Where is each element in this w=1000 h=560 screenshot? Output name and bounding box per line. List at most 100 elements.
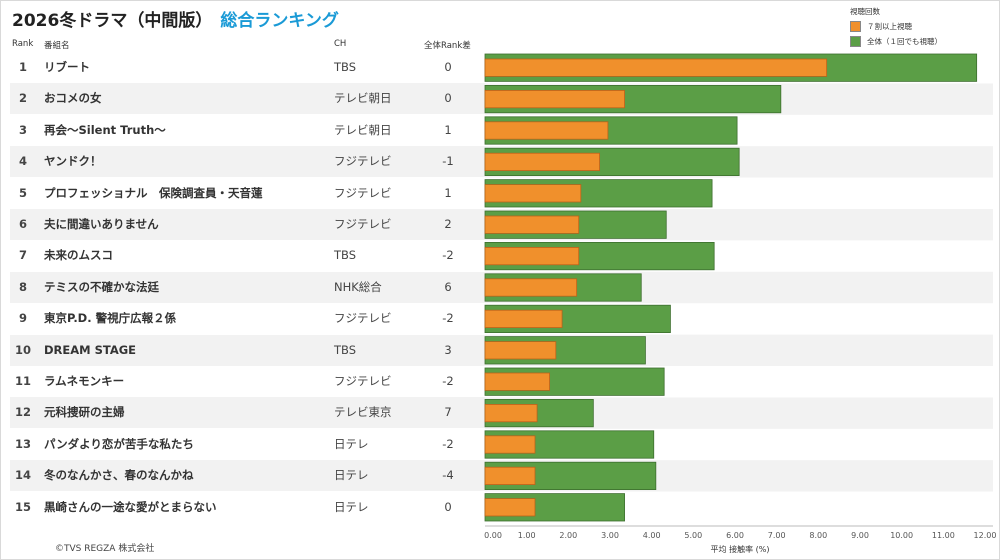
header-diff: 全体Rank差 — [424, 41, 471, 51]
legend-label-orange: ７割以上視聴 — [867, 22, 912, 31]
channel-cell: フジテレビ — [334, 217, 392, 231]
diff-cell: 0 — [444, 499, 452, 514]
page-title: 2026冬ドラマ（中間版） 総合ランキング — [12, 6, 339, 31]
channel-cell: 日テレ — [334, 436, 369, 451]
table-row: 12 元科捜研の主婦 テレビ東京 7 — [10, 397, 485, 429]
title-cell: ヤンドク！ — [44, 154, 102, 169]
rank-cell: 12 — [14, 405, 31, 420]
bar-70pct — [484, 403, 538, 423]
table-row: 7 未来のムスコ TBS -2 — [10, 240, 485, 271]
channel-cell: TBS — [334, 248, 357, 263]
x-tick-label: 8.00 — [809, 531, 827, 540]
diff-cell: 1 — [444, 185, 452, 200]
table-row: 11 ラムネモンキー フジテレビ -2 — [10, 366, 485, 397]
rank-cell: 11 — [14, 374, 31, 388]
rank-cell: 8 — [18, 279, 27, 294]
bar-70pct — [484, 498, 536, 517]
title-cell: プロフェッショナル 保険調査員・天音蓮 — [44, 185, 263, 200]
rank-cell: 5 — [18, 185, 27, 200]
x-tick-label: 10.00 — [890, 531, 913, 540]
channel-cell: フジテレビ — [334, 185, 392, 200]
table-row: 5 プロフェッショナル 保険調査員・天音蓮 フジテレビ 1 — [10, 178, 485, 209]
channel-cell: フジテレビ — [334, 311, 392, 326]
rank-cell: 3 — [18, 122, 27, 137]
x-tick-label: 5.00 — [684, 531, 702, 540]
x-tick-label: 2.00 — [559, 531, 577, 540]
x-axis-label: 平均 接触率 (%) — [711, 544, 770, 554]
legend: 視聴回数 ７割以上視聴 全体（１回でも視聴） — [850, 6, 942, 47]
title-cell: DREAM STAGE — [44, 342, 137, 357]
rank-cell: 1 — [18, 60, 27, 74]
bar-70pct — [484, 121, 609, 140]
diff-cell: 2 — [444, 217, 452, 231]
bar-70pct — [484, 372, 550, 391]
rank-cell: 15 — [14, 499, 31, 514]
bar-70pct — [484, 184, 582, 203]
legend-item-green: 全体（１回でも視聴） — [850, 36, 942, 47]
title-cell: テミスの不確かな法廷 — [44, 279, 159, 294]
x-tick-label: 3.00 — [601, 531, 619, 540]
channel-cell: フジテレビ — [334, 374, 392, 388]
bar-70pct — [484, 215, 580, 234]
title-cell: 再会～Silent Truth～ — [44, 122, 166, 137]
table-row: 2 おコメの女 テレビ朝日 0 — [10, 83, 485, 115]
diff-cell: -2 — [442, 311, 454, 326]
bar-70pct — [484, 466, 536, 486]
bar-70pct — [484, 90, 625, 109]
table-row: 4 ヤンドク！ フジテレビ -1 — [10, 146, 485, 178]
channel-cell: 日テレ — [334, 499, 369, 514]
rank-cell: 14 — [14, 468, 31, 483]
table-row: 3 再会～Silent Truth～ テレビ朝日 1 — [10, 115, 485, 146]
rank-cell: 9 — [18, 311, 27, 326]
x-tick-label: 6.00 — [726, 531, 744, 540]
legend-title: 視聴回数 — [850, 7, 880, 16]
channel-cell: テレビ東京 — [334, 405, 392, 420]
title-cell: おコメの女 — [44, 91, 102, 106]
diff-cell: 0 — [444, 60, 452, 74]
title-cell: 黒崎さんの一途な愛がとまらない — [44, 499, 217, 514]
header-channel: CH — [334, 39, 347, 49]
legend-swatch-green — [850, 36, 861, 47]
header-title: 番組名 — [44, 41, 70, 51]
table-row: 10 DREAM STAGE TBS 3 — [10, 334, 485, 366]
channel-cell: テレビ朝日 — [334, 122, 392, 137]
bar-70pct — [484, 246, 580, 266]
title-cell: 元科捜研の主婦 — [44, 405, 125, 420]
x-tick-label: 9.00 — [851, 531, 869, 540]
diff-cell: -2 — [442, 436, 454, 451]
title-cell: 冬のなんかさ、春のなんかね — [44, 468, 194, 483]
diff-cell: -2 — [442, 248, 454, 263]
legend-item-orange: ７割以上視聴 — [850, 21, 942, 32]
title-cell: ラムネモンキー — [44, 374, 125, 388]
rank-cell: 7 — [18, 248, 27, 263]
channel-cell: 日テレ — [334, 468, 369, 483]
legend-label-green: 全体（１回でも視聴） — [867, 37, 942, 46]
legend-swatch-orange — [850, 21, 861, 32]
x-tick-label: 0.00 — [484, 531, 502, 540]
rank-cell: 4 — [18, 154, 27, 169]
diff-cell: 6 — [444, 279, 452, 294]
copyright: ©TVS REGZA 株式会社 — [55, 544, 155, 554]
header-rank: Rank — [12, 39, 34, 49]
bar-70pct — [484, 58, 828, 77]
channel-cell: フジテレビ — [334, 154, 392, 169]
x-tick-label: 11.00 — [932, 531, 955, 540]
table-row: 15 黒崎さんの一途な愛がとまらない 日テレ 0 — [10, 492, 485, 523]
rank-cell: 13 — [14, 436, 31, 451]
x-tick-label: 7.00 — [768, 531, 786, 540]
rank-cell: 10 — [14, 342, 31, 357]
title-cell: 東京P.D. 警視庁広報２係 — [44, 311, 177, 326]
bar-70pct — [484, 309, 563, 329]
diff-cell: -2 — [442, 374, 454, 388]
table-row: 8 テミスの不確かな法廷 NHK総合 6 — [10, 271, 485, 303]
channel-cell: NHK総合 — [334, 279, 382, 294]
diff-cell: 0 — [444, 91, 452, 106]
bar-70pct — [484, 152, 600, 171]
title-cell: 夫に間違いありません — [44, 217, 159, 231]
x-tick-label: 4.00 — [643, 531, 661, 540]
title-cell: 未来のムスコ — [44, 248, 113, 263]
table-row: 1 リブート TBS 0 — [10, 52, 485, 83]
diff-cell: -1 — [442, 154, 454, 169]
channel-cell: テレビ朝日 — [334, 91, 392, 106]
x-tick-label: 12.00 — [974, 531, 997, 540]
